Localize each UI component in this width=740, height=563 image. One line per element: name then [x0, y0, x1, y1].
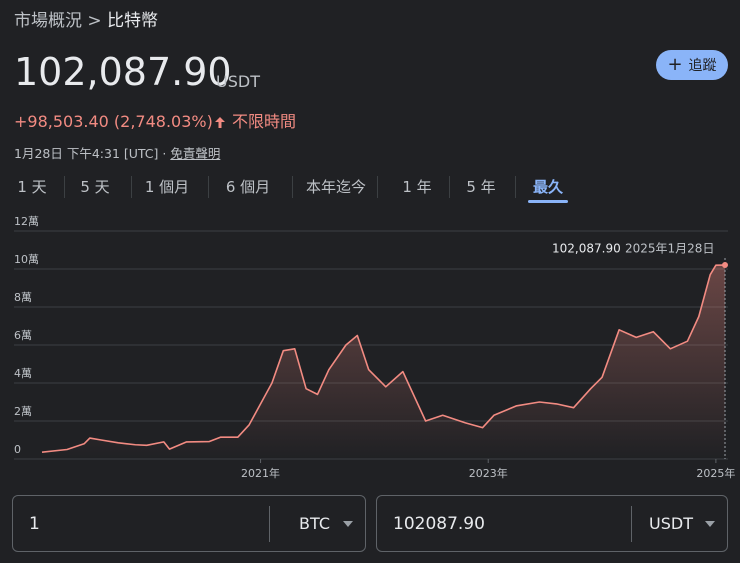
divider: [631, 506, 632, 542]
breadcrumb: 市場概況 > 比特幣: [14, 6, 158, 31]
tooltip-date: 2025年1月28日: [625, 242, 714, 256]
range-tab[interactable]: 1 年: [402, 178, 432, 196]
x-tick-label: 2023年: [469, 466, 508, 480]
price-change: +98,503.40 (2,748.03%) 不限時間: [14, 108, 296, 132]
y-tick-label: 0: [14, 443, 21, 456]
tab-separator: [449, 176, 450, 198]
y-tick-label: 6萬: [14, 329, 32, 342]
range-tab[interactable]: 6 個月: [225, 178, 271, 196]
range-tab[interactable]: 1 天: [17, 178, 47, 196]
timestamp-text: 1月28日 下午4:31 [UTC] ·: [14, 146, 167, 161]
range-tab[interactable]: 本年迄今: [305, 178, 367, 196]
disclaimer-link[interactable]: 免責聲明: [170, 146, 221, 161]
to-amount[interactable]: 102087.90: [393, 514, 485, 534]
follow-button[interactable]: + 追蹤: [656, 50, 728, 80]
hover-dot: [722, 262, 728, 269]
follow-label: 追蹤: [688, 58, 717, 74]
to-field[interactable]: 102087.90 USDT: [376, 495, 728, 552]
breadcrumb-current: 比特幣: [107, 11, 159, 31]
from-amount[interactable]: 1: [29, 514, 40, 534]
change-value: +98,503.40 (2,748.03%): [14, 112, 213, 131]
price-area: [42, 265, 725, 459]
y-tick-label: 12萬: [14, 215, 39, 228]
breadcrumb-link[interactable]: 市場概況: [14, 11, 82, 31]
range-tab[interactable]: 5 年: [466, 178, 496, 196]
tab-separator: [131, 176, 132, 198]
tab-separator: [292, 176, 293, 198]
dropdown-icon: [705, 521, 715, 527]
x-tick-label: 2025年: [696, 466, 735, 480]
currency: USDT: [216, 72, 260, 91]
y-tick-label: 4萬: [14, 367, 32, 380]
x-tick-label: 2021年: [241, 466, 280, 480]
plus-icon: +: [667, 54, 683, 75]
y-tick-label: 8萬: [14, 291, 32, 304]
tab-indicator: [528, 200, 568, 203]
tab-separator: [376, 176, 378, 198]
y-tick-label: 2萬: [14, 405, 32, 418]
to-currency[interactable]: USDT: [649, 514, 693, 533]
tab-separator: [207, 176, 209, 198]
tab-separator: [514, 176, 516, 198]
price-line: [41, 264, 726, 453]
chart: 0 2萬 4萬 6萬 8萬 10萬 12萬 2021年 2023年 2025年 102,087.90…: [14, 215, 735, 480]
divider: [269, 506, 270, 542]
tooltip-bg: [544, 236, 724, 260]
range-tab[interactable]: 最久: [532, 178, 564, 196]
change-period: 不限時間: [231, 112, 296, 131]
up-arrow: [214, 117, 225, 128]
y-tick-label: 10萬: [14, 253, 39, 266]
breadcrumb-separator: >: [87, 11, 102, 31]
range-tab[interactable]: 5 天: [80, 178, 110, 196]
price: 102,087.90: [14, 50, 232, 94]
tooltip-price: 102,087.90: [552, 242, 621, 256]
from-currency[interactable]: BTC: [299, 514, 330, 533]
from-field[interactable]: 1 BTC: [12, 495, 366, 552]
dropdown-icon: [343, 521, 353, 527]
tab-separator: [63, 176, 65, 198]
range-tab[interactable]: 1 個月: [144, 178, 190, 196]
timestamp: 1月28日 下午4:31 [UTC] · 免責聲明: [14, 143, 220, 162]
